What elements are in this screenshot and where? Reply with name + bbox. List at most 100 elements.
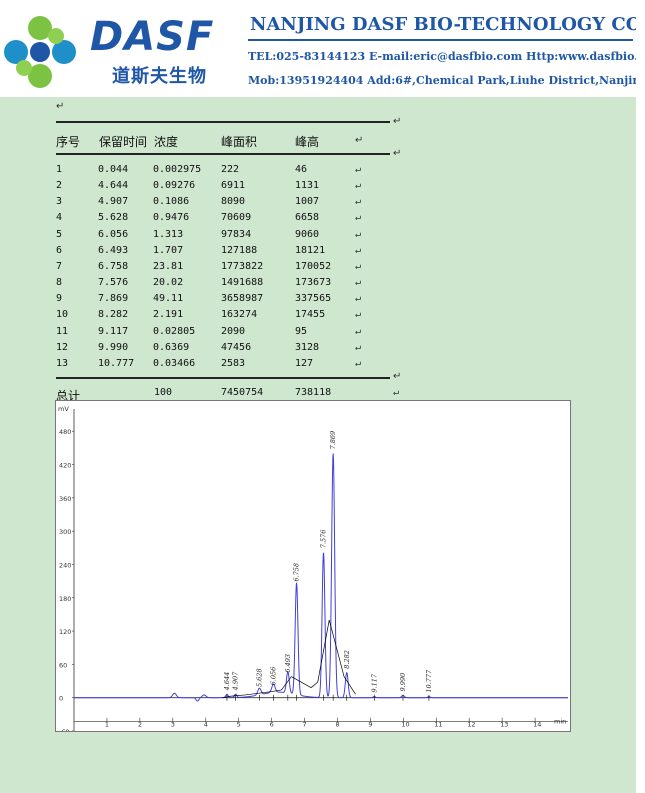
y-tick-label: 0 [59,695,63,703]
row-retention-time: 8.282 [98,309,129,321]
row-peak-area: 70609 [221,212,252,224]
header-rule [248,39,633,41]
peak-label: 10.777 [425,669,433,693]
row-retention-time: 4.907 [98,196,129,208]
table-row: 5 6.056 1.313 97834 9060 ↵ [56,229,396,243]
x-tick-label: 9 [368,721,372,729]
row-retention-time: 9.117 [98,325,129,337]
peak-label: 9.990 [399,673,407,692]
row-retention-time: 9.990 [98,341,129,353]
paragraph-mark: ↵ [393,387,400,398]
row-concentration: 20.02 [153,277,184,289]
row-peak-height: 170052 [295,260,332,272]
row-retention-time: 6.056 [98,228,129,240]
dasf-logo-icon [4,16,76,88]
x-tick-label: 8 [335,721,339,729]
y-tick-label: 180 [59,595,71,603]
table-row: 1 0.044 0.002975 222 46 ↵ [56,164,396,178]
row-index: 1 [56,164,63,175]
x-tick-label: 1 [105,721,109,729]
row-peak-area: 97834 [221,228,252,240]
paragraph-mark: ↵ [355,357,362,369]
row-peak-height: 17455 [295,309,326,321]
table-rule-top [56,121,390,123]
x-tick-label: 2 [138,721,142,729]
y-tick-label: 240 [59,561,71,569]
baseline-segment [310,681,318,688]
row-index: 6 [56,244,63,256]
row-concentration: 1.707 [153,244,184,256]
x-tick-label: 6 [270,721,274,729]
col-header-concentration: 浓度 [154,135,179,149]
peak-label: 6.758 [293,563,301,582]
brand-name: DASF [90,14,215,60]
table-row: 10 8.282 2.191 163274 17455 ↵ [56,309,396,323]
row-retention-time: 4.644 [98,180,129,192]
row-concentration: 0.09276 [153,180,196,192]
table-row: 6 6.493 1.707 127188 18121 ↵ [56,245,396,259]
row-index: 8 [56,277,63,289]
x-tick-label: 5 [237,721,241,729]
table-row: 8 7.576 20.02 1491688 173673 ↵ [56,277,396,291]
col-header-retention-time: 保留时间 [99,135,148,149]
paragraph-mark: ↵ [56,101,65,112]
table-row: 4 5.628 0.9476 70609 6658 ↵ [56,212,396,226]
row-retention-time: 6.758 [98,260,129,272]
x-tick-label: 4 [204,721,208,729]
row-concentration: 0.6369 [153,341,190,353]
row-peak-area: 8090 [221,196,246,208]
paragraph-mark: ↵ [355,180,362,192]
paragraph-mark: ↵ [393,116,402,127]
x-tick-label: 11 [434,721,442,729]
paragraph-mark: ↵ [355,325,362,337]
total-area: 7450754 [221,387,264,398]
row-retention-time: 5.628 [98,212,129,224]
row-concentration: 49.11 [153,293,184,305]
row-peak-area: 3658987 [221,293,264,305]
peak-label: 4.907 [232,671,240,691]
x-axis-label: min [554,718,566,726]
total-concentration: 100 [154,387,173,398]
row-index: 10 [56,309,69,321]
baseline-segment [281,676,292,691]
row-peak-height: 9060 [295,228,320,240]
paragraph-mark: ↵ [393,371,402,382]
paragraph-mark: ↵ [355,260,362,272]
peak-label: 5.628 [255,668,263,687]
y-tick-label: 420 [59,462,71,470]
x-tick-label: 12 [467,721,475,729]
x-tick-label: 3 [171,721,175,729]
row-retention-time: 7.576 [98,277,129,289]
paragraph-mark: ↵ [355,309,362,321]
baseline-segment [291,676,312,689]
x-tick-label: 10 [401,721,409,729]
baseline-segment [271,689,282,692]
row-peak-area: 1491688 [221,277,264,289]
letterhead: DASF 道斯夫生物 NANJING DASF BIO-TECHNOLOGY C… [0,0,636,97]
row-concentration: 0.02805 [153,325,196,337]
row-peak-area: 1773822 [221,260,264,272]
row-index: 4 [56,212,63,224]
total-row: 总计 100 7450754 738118 ↵ [56,387,400,403]
row-peak-height: 6658 [295,212,320,224]
col-header-peak-area: 峰面积 [221,135,258,149]
paragraph-mark: ↵ [355,196,362,208]
table-rule-bottom [56,377,390,379]
table-row: 7 6.758 23.81 1773822 170052 ↵ [56,261,396,275]
row-index: 12 [56,341,69,353]
brand-chinese-name: 道斯夫生物 [112,66,207,87]
row-peak-height: 18121 [295,244,326,256]
y-tick-label: -60 [59,728,70,732]
row-index: 13 [56,357,69,369]
total-label: 总计 [56,389,81,403]
row-peak-area: 127188 [221,244,258,256]
row-peak-height: 95 [295,325,308,337]
table-row: 11 9.117 0.02805 2090 95 ↵ [56,326,396,340]
y-axis-label: mV [58,405,69,413]
peak-label: 8.282 [343,650,351,669]
chromatogram-trace [74,453,568,702]
row-retention-time: 6.493 [98,244,129,256]
row-peak-height: 337565 [295,293,332,305]
